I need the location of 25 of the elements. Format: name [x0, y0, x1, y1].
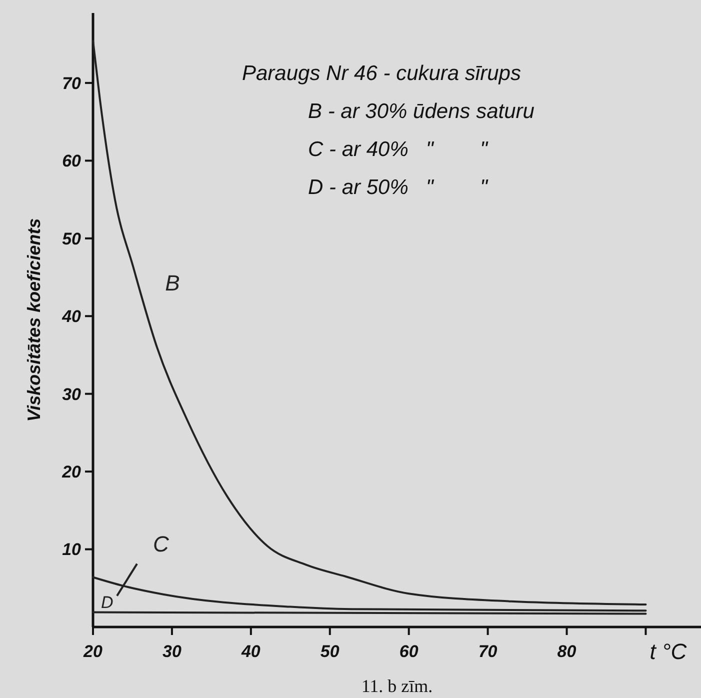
line-series [92, 576, 647, 612]
annotation: C - ar 40% " " [308, 138, 489, 161]
y-tick-label: 50 [62, 229, 82, 248]
x-axis-title: t °C [650, 639, 687, 664]
annotation: B - ar 30% ūdens saturu [308, 100, 535, 123]
y-tick-label: 60 [62, 152, 82, 171]
x-tick-label: 40 [240, 642, 261, 661]
x-tick-label: 80 [557, 642, 577, 661]
text: 11. b zīm. [361, 676, 433, 696]
y-tick-label: 20 [61, 462, 82, 482]
x-tick-label: 30 [162, 642, 182, 661]
x-tick-label: 20 [82, 642, 103, 661]
x-tick-label: 50 [320, 642, 340, 661]
y-axis-title: Viskositātes koeficients [24, 218, 44, 422]
y-tick-label: 40 [61, 307, 82, 326]
series-label: B [165, 270, 180, 296]
y-tick-label: 70 [62, 74, 82, 93]
y-tick-label: 30 [62, 384, 82, 404]
y-tick-label: 10 [62, 540, 82, 560]
x-tick-label: 70 [478, 642, 498, 661]
annotation: D - ar 50% " " [308, 176, 489, 199]
text: Paraugs Nr 46 - cukura sīrups [242, 62, 522, 85]
series-label: C [153, 531, 169, 556]
x-tick-label: 60 [399, 642, 419, 661]
series-label: D [101, 593, 114, 612]
